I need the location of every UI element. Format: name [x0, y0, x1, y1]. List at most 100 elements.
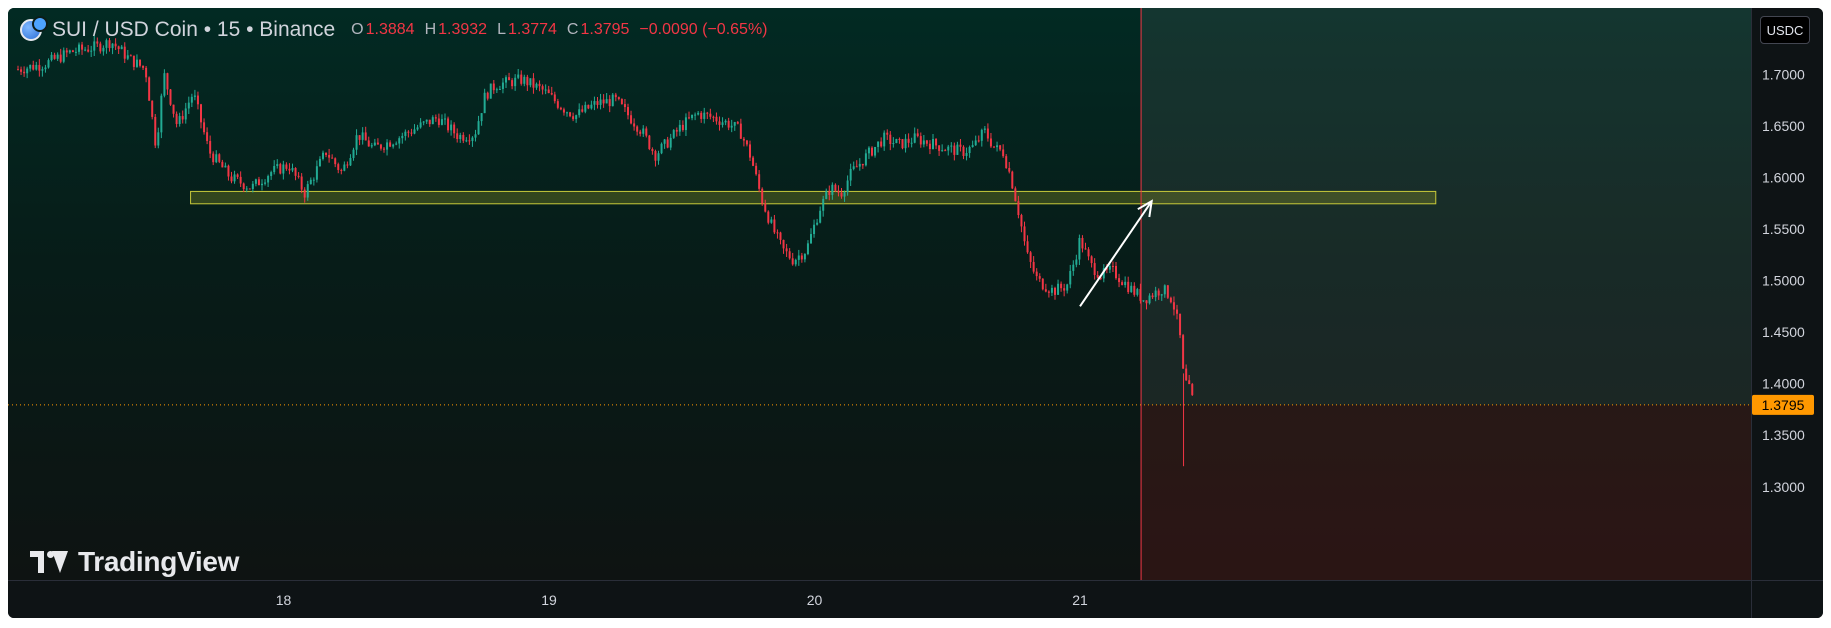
- candle: [1087, 247, 1090, 261]
- candle: [343, 161, 346, 172]
- candle: [620, 98, 623, 105]
- candle: [32, 60, 35, 71]
- candle: [1118, 273, 1121, 288]
- candle: [630, 110, 633, 125]
- candle: [383, 147, 385, 153]
- candle: [617, 96, 620, 101]
- candle: [203, 118, 206, 135]
- candle: [474, 129, 477, 142]
- candle: [947, 144, 950, 156]
- candle: [303, 187, 306, 203]
- candle: [145, 66, 148, 83]
- candle: [584, 101, 587, 114]
- candle: [1069, 264, 1072, 289]
- y-tick-label: 1.5500: [1762, 221, 1805, 237]
- tradingview-logo[interactable]: TradingView: [30, 546, 239, 578]
- axis-corner: [1751, 580, 1823, 618]
- candle: [749, 140, 751, 161]
- candle: [87, 45, 90, 53]
- candle: [99, 41, 102, 54]
- candle: [1182, 333, 1185, 370]
- candle: [93, 35, 96, 56]
- candle: [883, 130, 886, 151]
- candle: [1078, 234, 1081, 266]
- candle: [349, 154, 352, 166]
- candle: [520, 70, 523, 86]
- candle: [1151, 292, 1154, 299]
- candle: [111, 43, 114, 55]
- candle: [267, 174, 270, 188]
- y-tick-label: 1.5000: [1762, 273, 1805, 289]
- candle: [120, 45, 123, 50]
- candle: [74, 47, 77, 56]
- candle: [1145, 300, 1148, 310]
- candle: [559, 106, 562, 111]
- candle: [681, 120, 684, 132]
- last-price-tag: [1752, 394, 1814, 415]
- plot-area[interactable]: [8, 8, 1751, 580]
- y-tick-label: 1.4000: [1762, 376, 1805, 392]
- candle: [941, 144, 944, 152]
- candle: [636, 125, 639, 136]
- candle: [425, 119, 428, 125]
- x-tick-label: 20: [807, 592, 823, 608]
- candle: [822, 195, 825, 217]
- candle: [431, 115, 434, 125]
- candle: [132, 55, 135, 71]
- candle: [148, 76, 151, 101]
- candle: [1002, 144, 1005, 158]
- candle: [1108, 262, 1111, 274]
- candle: [715, 112, 718, 125]
- candle: [337, 162, 340, 174]
- symbol-title[interactable]: SUI / USD Coin • 15 • Binance: [52, 18, 336, 41]
- brand-name: TradingView: [78, 546, 240, 577]
- candle: [505, 75, 507, 89]
- candle: [663, 138, 666, 149]
- candle: [910, 137, 913, 148]
- candle: [806, 240, 809, 256]
- candle: [190, 93, 193, 107]
- candle: [950, 142, 953, 153]
- candle: [325, 152, 328, 158]
- price-axis[interactable]: [1751, 8, 1823, 618]
- candle: [419, 118, 422, 129]
- candle: [886, 129, 889, 140]
- candle: [1133, 282, 1136, 297]
- candle: [1005, 154, 1008, 169]
- candle: [526, 74, 529, 91]
- candle: [996, 141, 999, 152]
- candle: [102, 45, 105, 56]
- candle: [1139, 283, 1142, 304]
- candle: [852, 161, 855, 171]
- candle: [648, 134, 651, 151]
- candle: [486, 91, 489, 101]
- candle: [328, 148, 331, 163]
- candle: [669, 133, 672, 151]
- candle: [688, 111, 690, 120]
- candle: [736, 120, 739, 125]
- candle: [919, 132, 922, 148]
- candle: [587, 104, 590, 110]
- candle: [498, 85, 501, 90]
- candle: [871, 146, 873, 157]
- candle: [956, 141, 959, 156]
- candle: [404, 129, 407, 141]
- candle: [953, 142, 956, 161]
- candle: [1020, 213, 1023, 233]
- candle: [758, 170, 761, 193]
- candle: [35, 61, 38, 71]
- candle: [230, 171, 233, 184]
- candle: [276, 159, 279, 169]
- candle: [718, 116, 721, 131]
- candle: [523, 74, 526, 87]
- currency-button[interactable]: USDC: [1760, 16, 1810, 44]
- time-axis[interactable]: [8, 580, 1751, 618]
- candle: [242, 182, 245, 193]
- candle: [139, 59, 141, 68]
- candle: [697, 111, 700, 116]
- candle: [944, 148, 947, 152]
- candle: [233, 170, 236, 184]
- candle: [96, 37, 99, 47]
- candle: [376, 138, 379, 145]
- candle: [904, 134, 907, 153]
